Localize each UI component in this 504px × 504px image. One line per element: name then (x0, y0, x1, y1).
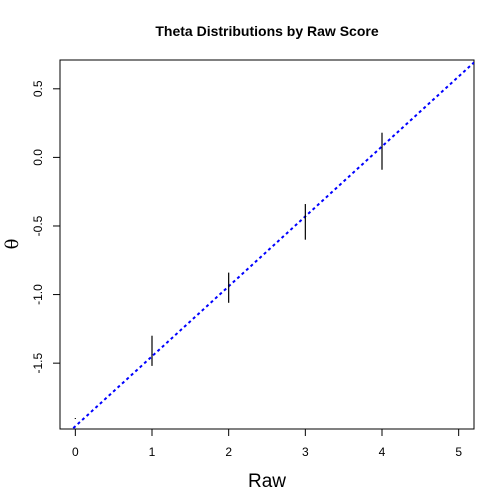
chart-title: Theta Distributions by Raw Score (155, 23, 378, 39)
y-tick-label: 0.0 (31, 149, 45, 166)
y-axis-label: θ (2, 239, 23, 250)
y-tick-label: -1.0 (31, 284, 45, 305)
plot-marks (70, 61, 474, 429)
x-tick-label: 3 (302, 445, 309, 459)
y-tick-label: 0.5 (31, 80, 45, 97)
x-axis: 0 1 2 3 4 5 (72, 429, 462, 459)
x-axis-label: Raw (248, 471, 286, 492)
y-tick-label: -0.5 (31, 215, 45, 236)
x-tick-label: 2 (225, 445, 232, 459)
x-tick-label: 1 (149, 445, 156, 459)
plot-frame (59, 59, 475, 430)
x-tick-label: 0 (72, 445, 79, 459)
x-tick-label: 5 (455, 445, 462, 459)
y-axis: -1.5 -1.0 -0.5 0.0 0.5 (31, 80, 60, 373)
y-tick-label: -1.5 (31, 352, 45, 373)
x-tick-label: 4 (379, 445, 386, 459)
reference-line (70, 61, 474, 429)
